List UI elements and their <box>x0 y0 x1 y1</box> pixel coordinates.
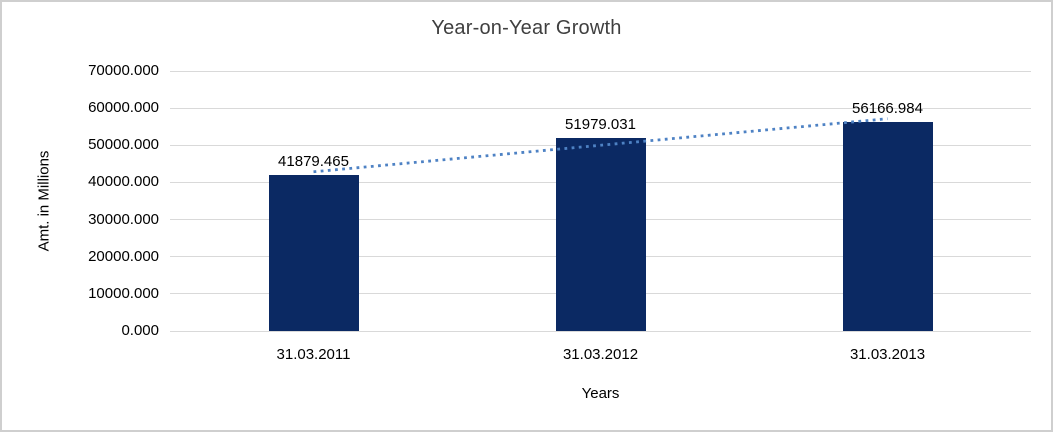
bar <box>268 175 359 331</box>
x-tick-label: 31.03.2011 <box>276 346 351 363</box>
y-tick-label: 70000.000 <box>88 62 159 79</box>
y-tick-label: 10000.000 <box>88 284 159 302</box>
bar-data-label: 56166.984 <box>852 100 923 118</box>
y-tick-label: 30000.000 <box>88 210 159 228</box>
x-tick-label: 31.03.2013 <box>849 346 926 363</box>
x-axis-title: Years <box>581 385 620 402</box>
bar <box>555 137 646 331</box>
chart-title: Year-on-Year Growth <box>431 17 622 39</box>
y-gridline <box>170 70 1031 72</box>
x-tick-label: 31.03.2012 <box>562 346 639 363</box>
bar-data-label: 51979.031 <box>565 115 636 133</box>
y-gridline <box>170 107 1031 109</box>
y-tick-label: 60000.000 <box>88 99 159 117</box>
y-tick-label: 50000.000 <box>88 136 159 154</box>
bar-data-label: 41879.465 <box>278 153 349 171</box>
y-gridline <box>170 330 1031 332</box>
bar <box>842 122 933 331</box>
y-axis-title: Amt. in Millions <box>35 150 53 252</box>
y-tick-label: 0.000 <box>121 322 159 339</box>
y-tick-label: 20000.000 <box>88 247 159 265</box>
y-tick-label: 40000.000 <box>88 173 159 191</box>
